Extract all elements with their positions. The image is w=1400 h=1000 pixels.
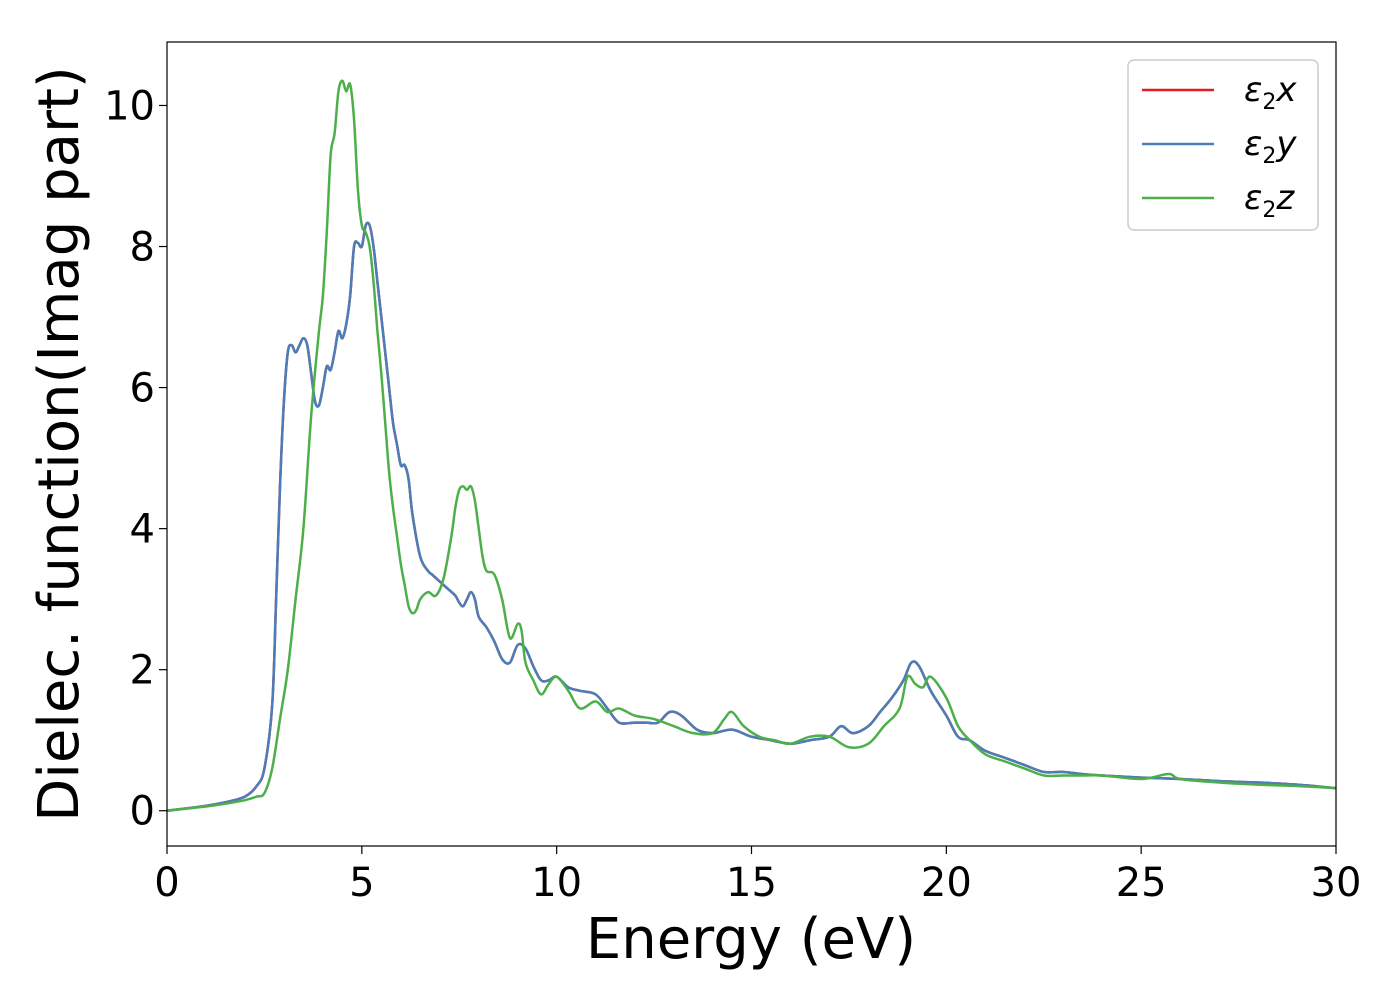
x-tick-label: 20	[921, 860, 972, 906]
legend-items: ε2x ε2y ε2z	[1142, 70, 1297, 223]
legend-label: ε2x	[1244, 70, 1297, 115]
x-tick-label: 25	[1116, 860, 1167, 906]
x-tick-label: 5	[349, 860, 374, 906]
x-axis-label: Energy (eV)	[586, 907, 916, 972]
y-tick-label: 2	[130, 648, 155, 694]
legend-label: ε2z	[1244, 178, 1295, 223]
y-tick-label: 0	[130, 789, 155, 835]
y-tick-label: 8	[130, 225, 155, 271]
y-tick-label: 4	[130, 507, 155, 553]
legend-label: ε2y	[1244, 124, 1297, 169]
series-layer	[167, 79, 1336, 812]
ticks-layer: 0 5 10 15 20 25 30 0 2 4 6 8 10	[104, 83, 1361, 906]
legend: ε2x ε2y ε2z	[1127, 59, 1319, 231]
x-tick-label: 10	[531, 860, 582, 906]
legend-box	[1127, 59, 1319, 231]
series-line-z	[167, 79, 1336, 812]
y-tick-label: 10	[104, 83, 155, 129]
series-line-y	[167, 221, 1336, 812]
y-tick-label: 6	[130, 366, 155, 412]
x-tick-label: 30	[1311, 860, 1362, 906]
x-tick-label: 15	[726, 860, 777, 906]
y-axis-label: Dielec. function(Imag part)	[27, 66, 92, 822]
x-tick-label: 0	[154, 860, 179, 906]
